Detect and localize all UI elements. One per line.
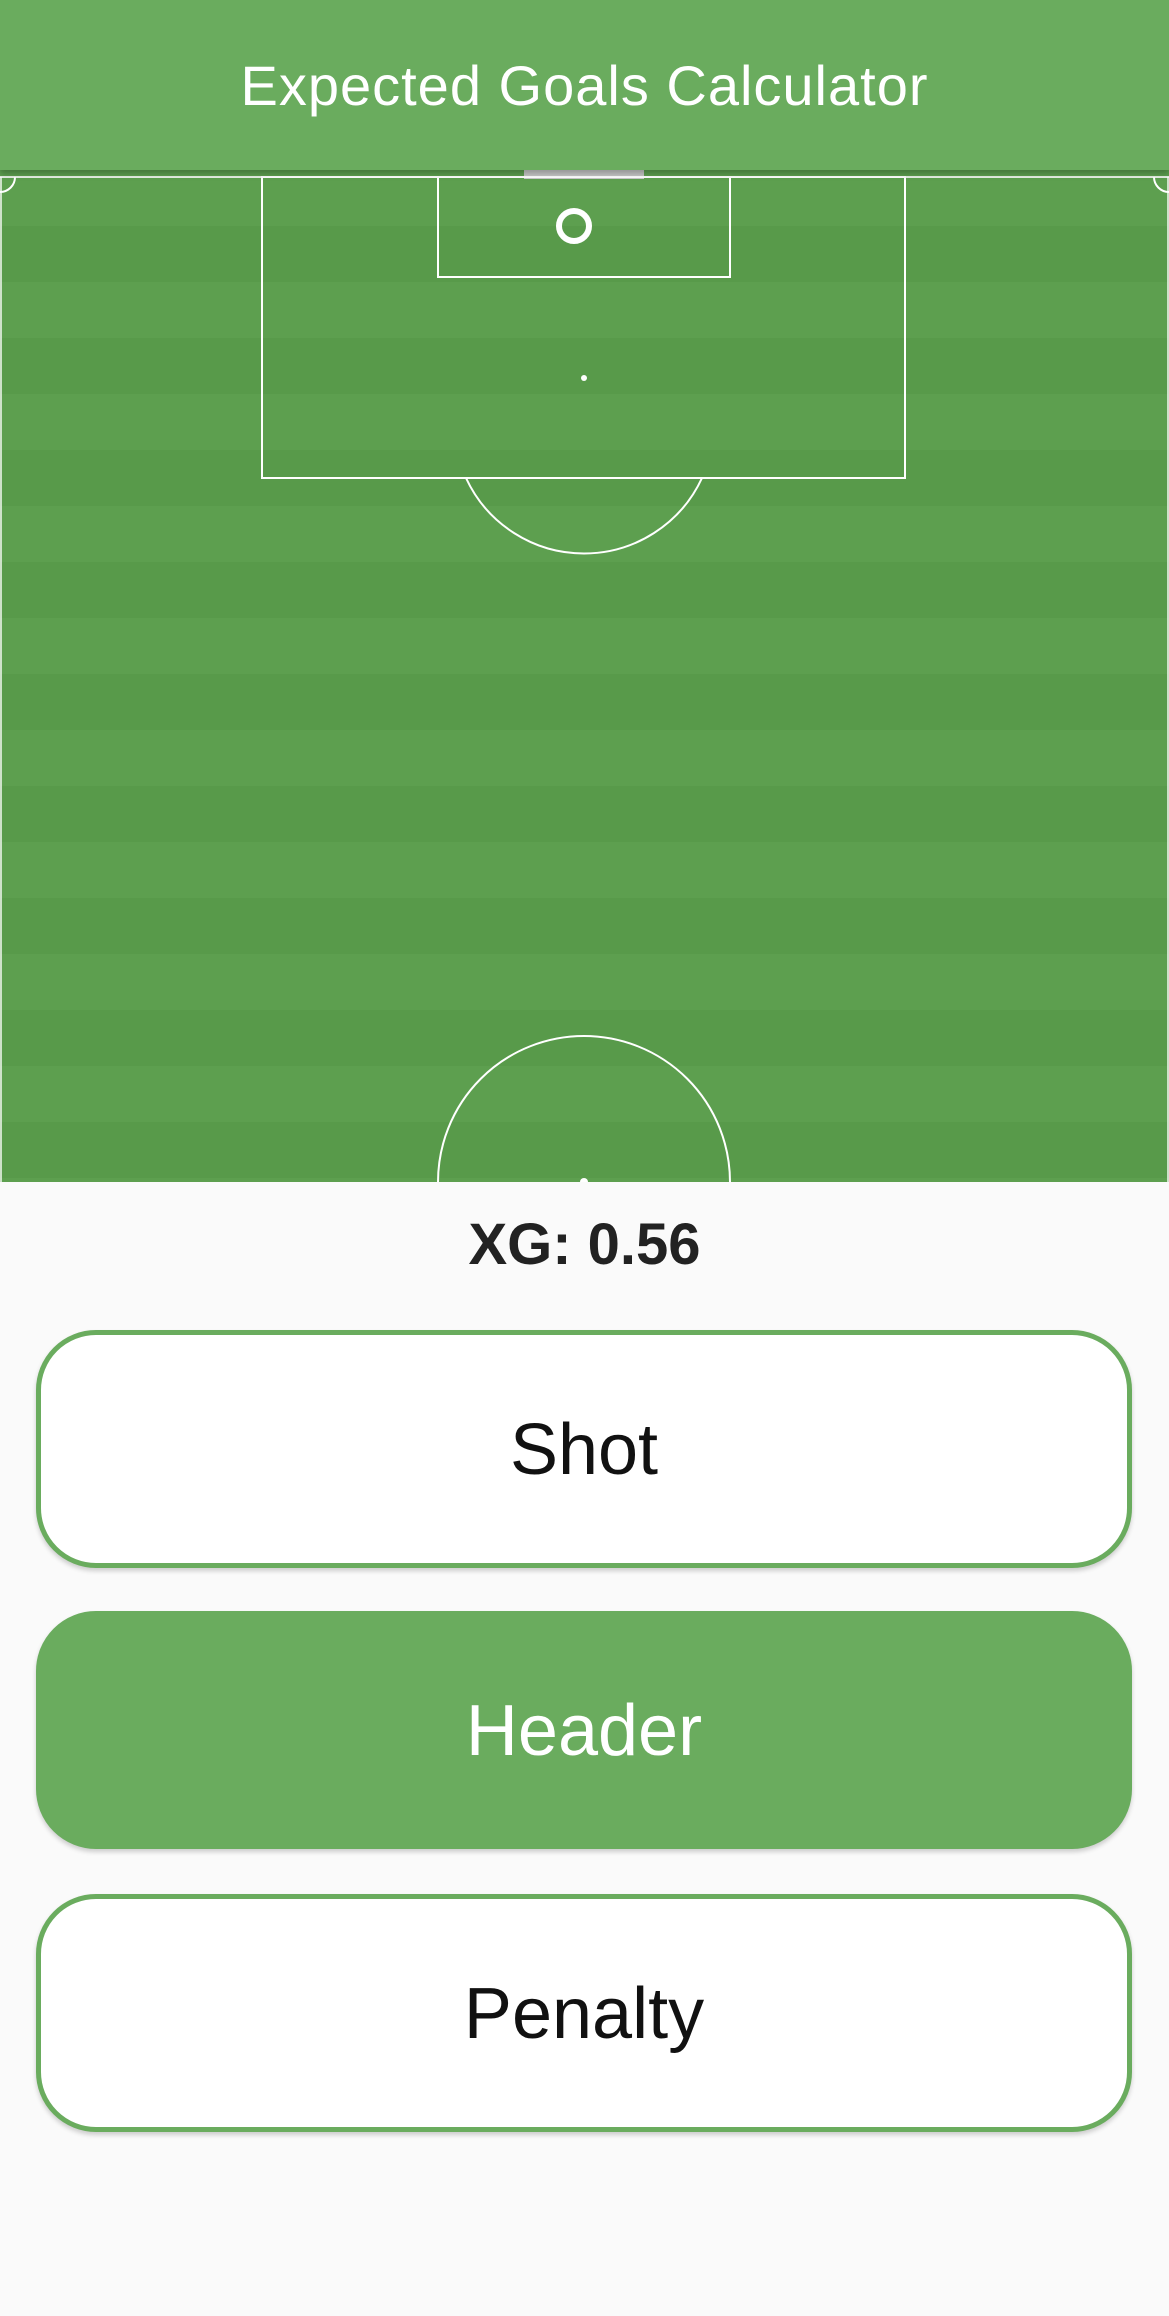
corner-arc-right: [1153, 176, 1169, 193]
centre-circle: [437, 1035, 731, 1182]
header-button[interactable]: Header: [36, 1611, 1132, 1849]
penalty-spot: [581, 375, 587, 381]
shot-button[interactable]: Shot: [36, 1330, 1132, 1568]
football-pitch[interactable]: [0, 170, 1169, 1182]
six-yard-box: [437, 176, 731, 278]
app-title: Expected Goals Calculator: [240, 54, 929, 117]
app-bar: Expected Goals Calculator: [0, 0, 1169, 170]
penalty-arc: [465, 477, 703, 555]
penalty-box: [261, 176, 906, 479]
goal: [524, 170, 644, 179]
corner-arc-left: [0, 176, 16, 193]
centre-spot: [580, 1178, 588, 1182]
shot-location-marker-icon[interactable]: [556, 208, 592, 244]
xg-value-label: XG: 0.56: [468, 1212, 701, 1277]
penalty-button[interactable]: Penalty: [36, 1894, 1132, 2132]
